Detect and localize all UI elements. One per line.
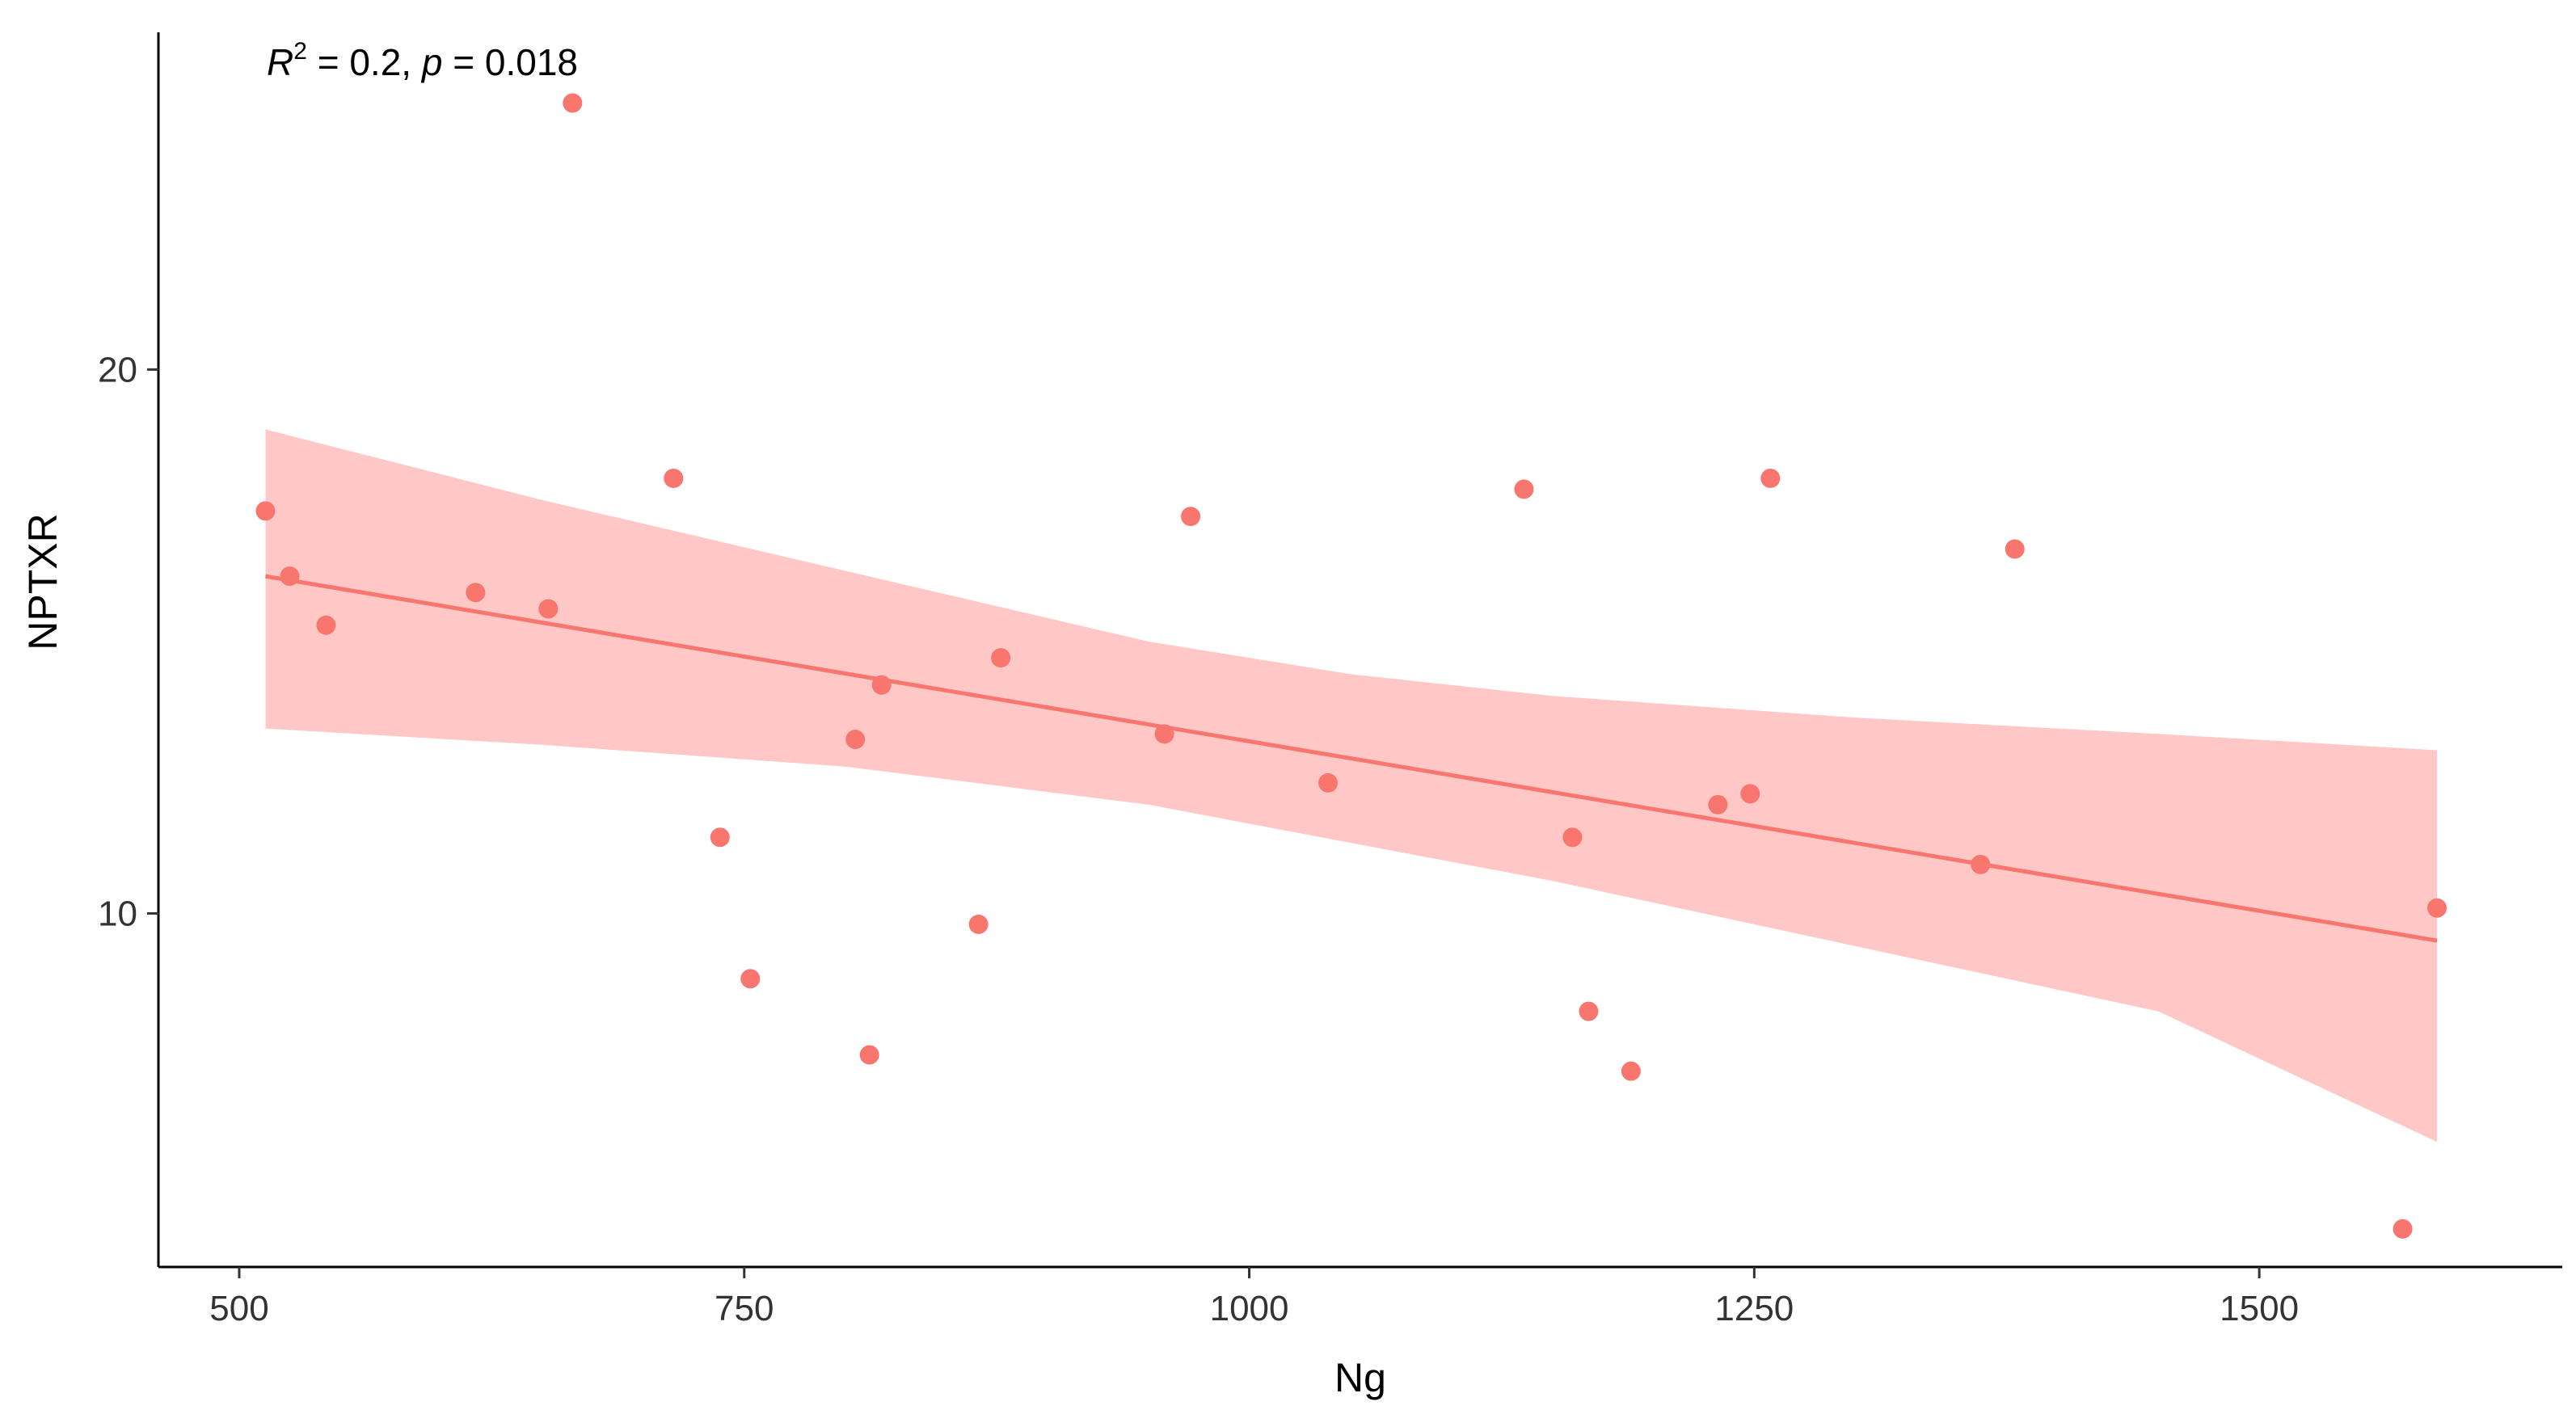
- data-point: [1760, 468, 1781, 488]
- data-point: [664, 468, 684, 488]
- regression-line: [265, 574, 2438, 943]
- y-axis-ticks: 10 20: [98, 350, 158, 933]
- data-point: [1579, 1001, 1599, 1021]
- data-point: [316, 615, 336, 635]
- x-tick-label: 1000: [1210, 1289, 1289, 1328]
- confidence-band-layer: [265, 429, 2438, 1143]
- data-point: [871, 675, 892, 695]
- data-point: [466, 583, 486, 603]
- data-point: [1708, 794, 1728, 814]
- x-tick-label: 1250: [1714, 1289, 1794, 1328]
- x-tick-label: 1500: [2220, 1289, 2299, 1328]
- data-point: [1971, 854, 1991, 874]
- data-point: [1562, 827, 1583, 848]
- stats-annotation: R2 = 0.2, p = 0.018: [267, 38, 578, 83]
- y-axis-title: NPTXR: [20, 513, 65, 650]
- data-point: [1621, 1061, 1641, 1081]
- data-point: [845, 730, 866, 750]
- p-value: = 0.018: [442, 41, 578, 83]
- data-point: [859, 1045, 879, 1065]
- p-symbol: p: [420, 41, 443, 83]
- regression-line-layer: [265, 574, 2438, 943]
- data-point: [968, 914, 989, 934]
- data-point: [740, 969, 761, 989]
- data-point: [991, 648, 1011, 668]
- y-tick-label: 20: [98, 350, 137, 389]
- data-point: [2005, 539, 2025, 559]
- r-squared-exponent: 2: [293, 38, 307, 65]
- data-point: [2427, 898, 2447, 918]
- data-point: [1740, 784, 1760, 804]
- data-point: [2393, 1218, 2413, 1239]
- data-point: [538, 599, 559, 619]
- data-point: [1154, 724, 1174, 744]
- data-point: [1181, 507, 1201, 527]
- x-tick-label: 750: [715, 1289, 774, 1328]
- data-point: [563, 93, 583, 113]
- x-axis-ticks: 500 750 1000 1250 1500: [209, 1267, 2299, 1328]
- data-points-layer: [255, 93, 2447, 1239]
- y-tick-label: 10: [98, 894, 137, 933]
- data-point: [1514, 479, 1534, 499]
- x-axis-title: Ng: [1334, 1355, 1386, 1400]
- data-point: [280, 566, 300, 587]
- data-point: [255, 501, 276, 521]
- r-squared-symbol: R: [267, 41, 293, 83]
- data-point: [710, 827, 730, 848]
- x-tick-label: 500: [209, 1289, 268, 1328]
- confidence-band: [265, 429, 2438, 1143]
- r-squared-value: = 0.2,: [307, 41, 422, 83]
- data-point: [1318, 772, 1339, 793]
